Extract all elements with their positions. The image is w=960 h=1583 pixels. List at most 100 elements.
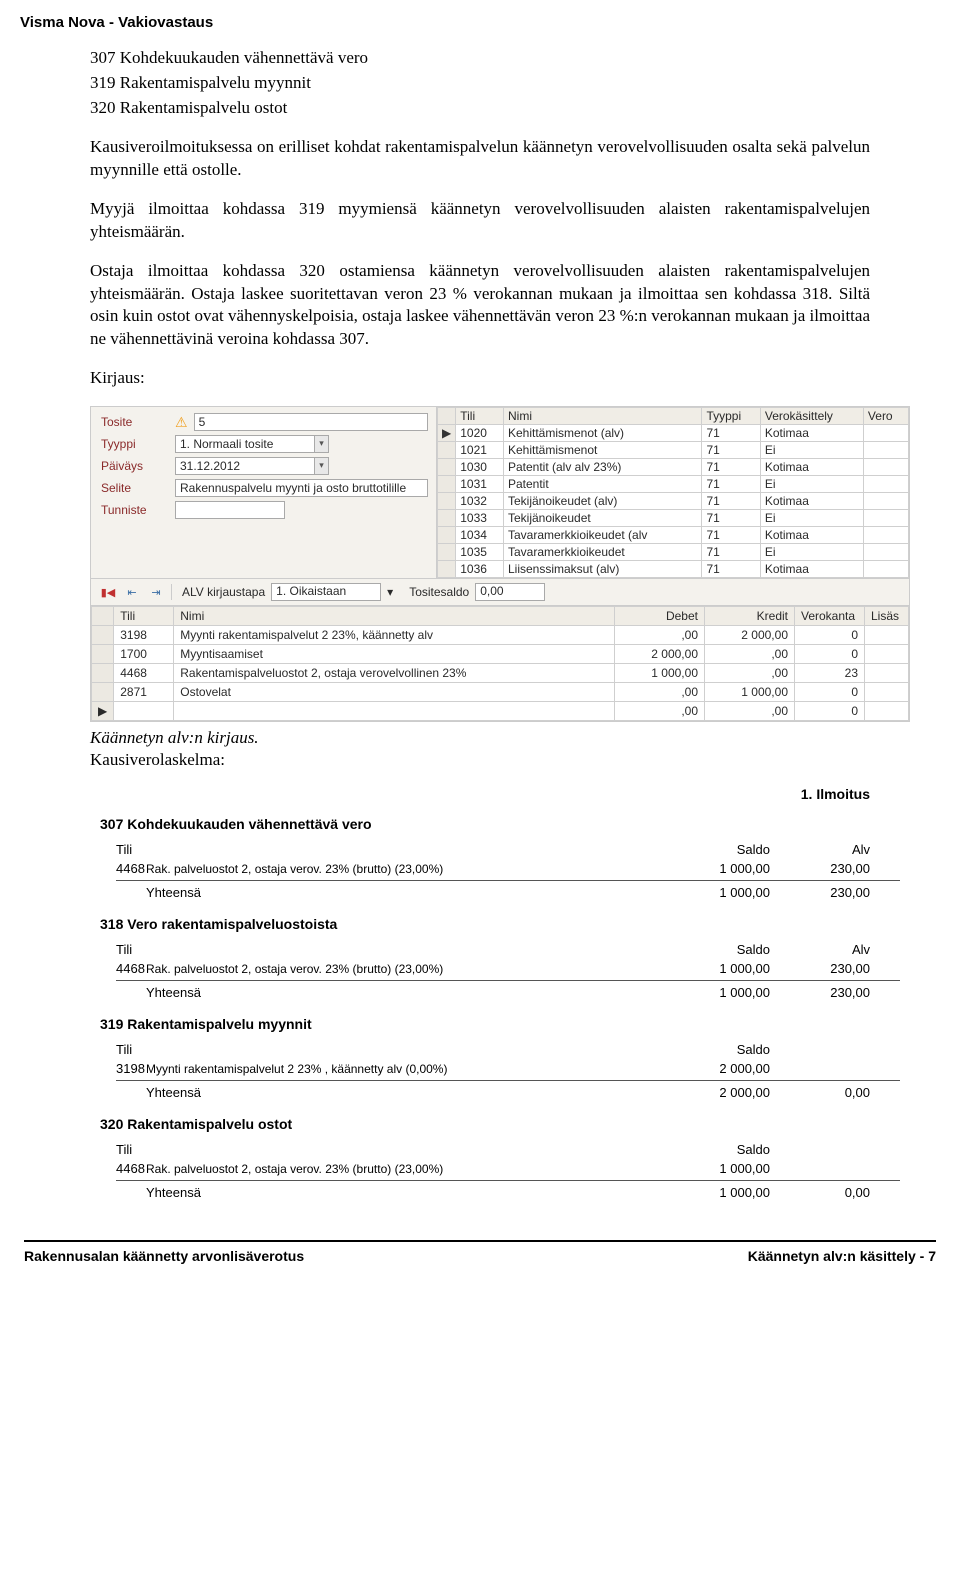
table-row[interactable]: ▶,00,000 [92, 702, 909, 721]
cell: 1033 [456, 510, 504, 527]
chevron-down-icon[interactable]: ▾ [315, 457, 329, 475]
cell [863, 510, 908, 527]
cell: Patentit (alv alv 23%) [503, 459, 701, 476]
para-2: Myyjä ilmoittaa kohdassa 319 myymiensä k… [90, 198, 870, 244]
nav-next-icon[interactable]: ⇥ [147, 584, 165, 600]
chevron-down-icon[interactable]: ▾ [315, 435, 329, 453]
cell [114, 702, 174, 721]
table-row[interactable]: 1035Tavaramerkkioikeudet71Ei [438, 544, 909, 561]
sum-saldo: 1 000,00 [680, 1185, 790, 1200]
col-vero: Vero [863, 408, 908, 425]
cell-saldo: 2 000,00 [680, 1061, 790, 1076]
table-row[interactable]: 2871Ostovelat,001 000,000 [92, 683, 909, 702]
cell [863, 459, 908, 476]
section-sum-row: Yhteensä1 000,00230,00 [100, 883, 900, 902]
col-saldo: Saldo [680, 1042, 790, 1057]
table-row[interactable]: 1021Kehittämismenot71Ei [438, 442, 909, 459]
paivays-input[interactable]: 31.12.2012 [175, 457, 315, 475]
cell [863, 527, 908, 544]
row-marker [438, 527, 456, 544]
table-row[interactable]: 1032Tekijänoikeudet (alv)71Kotimaa [438, 493, 909, 510]
tyyppi-select[interactable]: 1. Normaali tosite [175, 435, 315, 453]
row-marker [92, 683, 114, 702]
caption-kirjaus: Käännetyn alv:n kirjaus. [90, 728, 940, 748]
cell: 71 [702, 544, 760, 561]
row-marker [438, 442, 456, 459]
table-row[interactable]: 1033Tekijänoikeudet71Ei [438, 510, 909, 527]
cell [863, 493, 908, 510]
cell-saldo: 1 000,00 [680, 1161, 790, 1176]
row-marker [92, 626, 114, 645]
cell: 1020 [456, 425, 504, 442]
cell: 2 000,00 [705, 626, 795, 645]
body-text: 307 Kohdekuukauden vähennettävä vero 319… [20, 37, 940, 390]
cell: Kehittämismenot (alv) [503, 425, 701, 442]
cell: 1 000,00 [705, 683, 795, 702]
cell [865, 664, 909, 683]
table-row[interactable]: 1034Tavaramerkkioikeudet (alv71Kotimaa [438, 527, 909, 544]
table-row[interactable]: 1030Patentit (alv alv 23%)71Kotimaa [438, 459, 909, 476]
row-marker [438, 561, 456, 578]
tunniste-label: Tunniste [101, 503, 175, 517]
col-debet: Debet [615, 607, 705, 626]
table-row[interactable]: 4468Rakentamispalveluostot 2, ostaja ver… [92, 664, 909, 683]
nav-prev-icon[interactable]: ⇤ [123, 584, 141, 600]
table-row[interactable]: 3198Myynti rakentamispalvelut 2 23%, kää… [92, 626, 909, 645]
tyyppi-label: Tyyppi [101, 437, 175, 451]
cell-saldo: 1 000,00 [680, 961, 790, 976]
sum-alv: 0,00 [790, 1085, 900, 1100]
table-row[interactable]: 1036Liisenssimaksut (alv)71Kotimaa [438, 561, 909, 578]
toolbar: ▮◀ ⇤ ⇥ ALV kirjaustapa 1. Oikaistaan ▾ T… [91, 578, 909, 605]
col-tili: Tili [114, 607, 174, 626]
table-row[interactable]: 1700Myyntisaamiset2 000,00,000 [92, 645, 909, 664]
section-header-row: TiliSaldoAlv [100, 940, 900, 959]
col-saldo: Saldo [680, 842, 790, 857]
selite-input[interactable]: Rakennuspalvelu myynti ja osto bruttotil… [175, 479, 428, 497]
cell: 1036 [456, 561, 504, 578]
cell-saldo: 1 000,00 [680, 861, 790, 876]
cell [863, 476, 908, 493]
col-tyyppi: Tyyppi [702, 408, 760, 425]
row-marker [92, 645, 114, 664]
col-alv: Alv [790, 842, 900, 857]
cell: Kotimaa [760, 527, 863, 544]
table-row[interactable]: ▶1020Kehittämismenot (alv)71Kotimaa [438, 425, 909, 442]
cell: 1 000,00 [615, 664, 705, 683]
footer-left: Rakennusalan käännetty arvonlisäverotus [24, 1248, 304, 1264]
cell: 71 [702, 493, 760, 510]
cell: 1032 [456, 493, 504, 510]
chevron-down-icon[interactable]: ▾ [387, 585, 393, 599]
sum-label: Yhteensä [146, 885, 680, 900]
line-307: 307 Kohdekuukauden vähennettävä vero [90, 47, 870, 70]
cell: 1030 [456, 459, 504, 476]
section-header-row: TiliSaldo [100, 1140, 900, 1159]
cell-desc: Rak. palveluostot 2, ostaja verov. 23% (… [146, 962, 680, 976]
cell [865, 645, 909, 664]
sum-saldo: 1 000,00 [680, 985, 790, 1000]
tosite-input[interactable]: 5 [194, 413, 428, 431]
nav-first-icon[interactable]: ▮◀ [99, 584, 117, 600]
tositesaldo-label: Tositesaldo [409, 585, 469, 599]
table-row[interactable]: 1031Patentit71Ei [438, 476, 909, 493]
kirjaus-grid[interactable]: Tili Nimi Debet Kredit Verokanta Lisäs 3… [91, 606, 909, 721]
col-tili: Tili [100, 1142, 146, 1157]
cell: 3198 [114, 626, 174, 645]
col-nimi: Nimi [503, 408, 701, 425]
cell: 71 [702, 476, 760, 493]
cell: ,00 [705, 645, 795, 664]
cell [863, 425, 908, 442]
alv-kirjaustapa-select[interactable]: 1. Oikaistaan [271, 583, 381, 601]
section-heading: 320 Rakentamispalvelu ostot [100, 1116, 900, 1132]
cell: Myynti rakentamispalvelut 2 23%, käännet… [174, 626, 615, 645]
cell [863, 442, 908, 459]
cell-tili: 4468 [100, 1161, 146, 1176]
cell: Ei [760, 510, 863, 527]
tili-grid[interactable]: Tili Nimi Tyyppi Verokäsittely Vero ▶102… [437, 407, 909, 578]
cell: 0 [795, 683, 865, 702]
section-heading: 307 Kohdekuukauden vähennettävä vero [100, 816, 900, 832]
alv-kirjaustapa-label: ALV kirjaustapa [182, 585, 265, 599]
row-marker [438, 476, 456, 493]
kausivero-screenshot: 1. Ilmoitus 307 Kohdekuukauden vähennett… [90, 780, 910, 1218]
tunniste-input[interactable] [175, 501, 285, 519]
section-data-row: 4468Rak. palveluostot 2, ostaja verov. 2… [100, 1159, 900, 1178]
